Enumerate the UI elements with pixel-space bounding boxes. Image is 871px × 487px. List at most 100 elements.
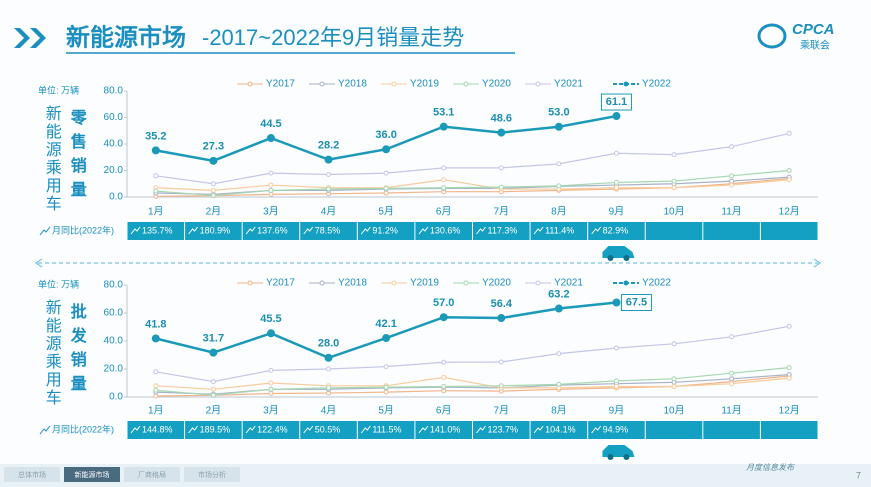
yoy-cell xyxy=(185,421,242,439)
x-tick-label: 1月 xyxy=(148,405,164,417)
point xyxy=(383,190,389,196)
point xyxy=(210,193,216,199)
yoy-icon xyxy=(130,226,141,235)
point xyxy=(612,298,621,307)
logo-icon xyxy=(757,23,787,49)
point xyxy=(671,384,677,389)
point xyxy=(498,165,504,171)
legend-label: Y2019 xyxy=(410,278,439,289)
point xyxy=(439,313,448,322)
point xyxy=(210,379,216,385)
separator-arrows xyxy=(35,258,821,268)
legend-marker xyxy=(247,280,253,286)
point xyxy=(556,381,562,387)
logo-subtext: 乘联会 xyxy=(800,39,830,52)
point xyxy=(268,182,274,188)
point xyxy=(786,375,792,381)
point xyxy=(268,191,274,197)
car-wheel xyxy=(623,255,630,261)
value-label: 48.6 xyxy=(491,113,512,125)
point xyxy=(498,383,504,389)
x-tick-label: 4月 xyxy=(321,405,337,417)
value-label: 61.1 xyxy=(606,96,627,108)
yoy-cell xyxy=(242,421,300,439)
yoy-icon xyxy=(476,226,486,235)
point xyxy=(441,185,447,191)
yoy-value: 137.6% xyxy=(257,225,288,235)
value-label: 41.8 xyxy=(145,318,166,330)
point xyxy=(209,348,218,357)
x-tick-label: 4月 xyxy=(321,206,337,218)
value-label: 53.0 xyxy=(548,107,569,119)
unit-label: 单位: 万辆 xyxy=(38,278,79,289)
x-tick-label: 6月 xyxy=(436,405,452,417)
point xyxy=(210,187,216,193)
yoy-icon xyxy=(303,425,314,434)
legend-marker xyxy=(535,280,541,286)
point xyxy=(786,323,792,329)
legend-marker xyxy=(391,280,397,286)
metric-label: 零售销量 xyxy=(68,109,88,205)
value-label-box xyxy=(620,294,652,311)
yoy-value: 141.0% xyxy=(430,424,461,434)
legend-marker xyxy=(623,280,629,286)
y-tick-label: 80.0 xyxy=(104,86,124,97)
x-tick-label: 5月 xyxy=(378,405,394,417)
point xyxy=(671,341,677,347)
value-label: 28.2 xyxy=(318,140,339,152)
yoy-cell xyxy=(357,222,415,240)
legend-label: Y2021 xyxy=(554,278,583,289)
point xyxy=(786,365,792,371)
yoy-value: 123.7% xyxy=(488,424,519,434)
point xyxy=(326,366,332,372)
point xyxy=(554,304,563,313)
yoy-cell xyxy=(760,222,818,240)
legend-marker xyxy=(463,81,469,87)
footer-tab-label: 厂商格局 xyxy=(138,470,166,479)
point xyxy=(324,353,333,362)
yoy-value: 50.5% xyxy=(315,424,341,434)
legend-marker xyxy=(319,81,325,87)
yoy-cell xyxy=(645,222,703,240)
yoy-cell xyxy=(473,222,530,240)
yoy-value: 135.7% xyxy=(142,225,173,235)
point xyxy=(266,329,275,338)
x-tick-label: 3月 xyxy=(263,206,279,218)
x-tick-label: 7月 xyxy=(494,206,510,218)
series-line xyxy=(155,325,790,383)
yoy-cell xyxy=(645,421,703,439)
point xyxy=(210,386,216,392)
value-label: 56.4 xyxy=(491,298,513,310)
point xyxy=(729,370,735,376)
series-line xyxy=(155,179,790,191)
yoy-cell xyxy=(703,222,760,240)
y-tick-label: 20.0 xyxy=(104,165,124,176)
yoy-icon xyxy=(533,425,544,434)
point xyxy=(153,173,159,179)
point xyxy=(497,128,506,137)
point xyxy=(153,387,159,393)
point xyxy=(613,384,619,389)
yoy-icon xyxy=(476,425,486,434)
y-tick-label: 0.0 xyxy=(109,192,123,203)
x-tick-label: 9月 xyxy=(609,405,625,417)
title-icon xyxy=(14,28,46,48)
logo-text: CPCA xyxy=(792,21,835,38)
point xyxy=(268,380,274,386)
y-tick-label: 0.0 xyxy=(109,392,123,403)
yoy-icon xyxy=(245,425,256,434)
legend-marker xyxy=(247,81,253,87)
x-tick-label: 5月 xyxy=(378,206,394,218)
point xyxy=(383,185,389,191)
footer-tab xyxy=(124,467,180,482)
yoy-cell xyxy=(588,421,645,439)
legend-marker xyxy=(319,280,325,286)
legend-marker xyxy=(535,81,541,87)
point xyxy=(153,188,159,194)
point xyxy=(326,186,332,192)
value-label: 28.0 xyxy=(318,338,339,350)
point xyxy=(441,384,447,389)
series-line xyxy=(155,367,790,396)
point xyxy=(441,177,447,183)
